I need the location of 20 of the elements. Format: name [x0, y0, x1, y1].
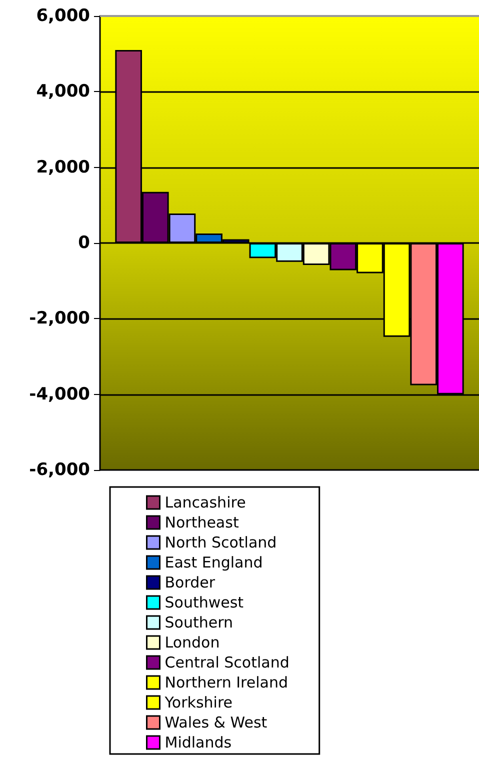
legend-label: Northern Ireland: [164, 674, 288, 692]
legend-label: Northeast: [164, 514, 239, 532]
legend-label: Midlands: [164, 734, 232, 752]
y-tick-label: -6,000: [29, 460, 90, 480]
legend-label: Border: [164, 574, 216, 592]
legend-label: Wales & West: [164, 714, 268, 732]
legend-label: Southern: [164, 614, 233, 632]
legend-label: Lancashire: [164, 494, 246, 512]
legend-label: East England: [164, 554, 263, 572]
y-tick-label: 2,000: [36, 157, 90, 178]
legend-label: Southwest: [164, 594, 244, 612]
y-tick-label: -4,000: [29, 384, 90, 404]
legend-label: London: [164, 634, 220, 652]
legend-label: Yorkshire: [164, 694, 233, 712]
y-tick-label: 6,000: [36, 6, 90, 26]
y-tick-label: 4,000: [36, 82, 90, 102]
y-tick-label: 0: [78, 233, 90, 253]
y-tick-label: -2,000: [29, 308, 90, 329]
legend-label: Central Scotland: [164, 654, 290, 672]
legend-label: North Scotland: [164, 534, 277, 552]
